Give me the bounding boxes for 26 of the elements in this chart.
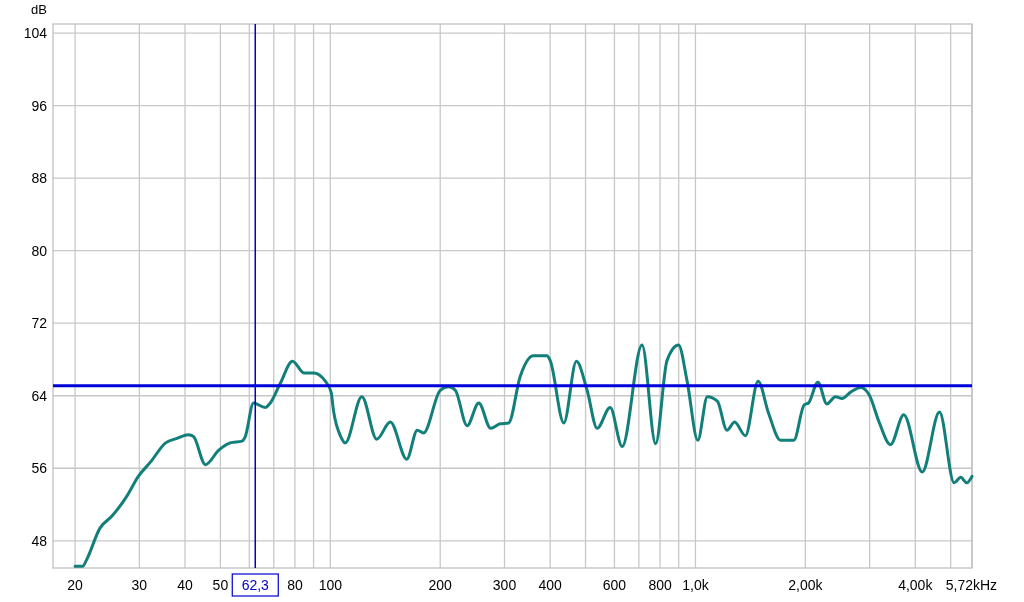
- x-axis-title: Hz: [980, 577, 998, 593]
- x-tick-label: 50: [212, 577, 229, 593]
- y-tick-label: 64: [31, 387, 48, 404]
- y-tick-label: 88: [31, 170, 48, 187]
- x-tick-label: 100: [318, 577, 343, 593]
- x-tick-label: 200: [428, 577, 453, 593]
- x-tick-label: 80: [287, 577, 303, 593]
- x-tick-label: 20: [67, 577, 84, 593]
- x-tick-label: 300: [492, 577, 517, 593]
- x-tick-label: 1,0k: [682, 577, 710, 593]
- x-tick-label: 5,72k: [945, 577, 981, 593]
- y-tick-label: 56: [31, 460, 48, 477]
- ref-line-label: 62,3: [241, 577, 270, 593]
- y-axis-title: dB: [31, 2, 47, 17]
- x-tick-label: 600: [602, 577, 627, 593]
- y-tick-label: 96: [31, 97, 48, 114]
- x-tick-label: 4,00k: [898, 577, 934, 593]
- y-tick-label: 80: [31, 242, 48, 259]
- x-tick-label: 40: [177, 577, 193, 593]
- x-tick-label: 800: [648, 577, 672, 593]
- x-tick-label: 2,00k: [788, 577, 824, 593]
- x-tick-label: 400: [538, 577, 563, 593]
- y-tick-label: 104: [23, 24, 48, 41]
- y-tick-label: 48: [31, 532, 48, 549]
- y-tick-label: 72: [31, 315, 48, 332]
- x-tick-label: 30: [131, 577, 148, 593]
